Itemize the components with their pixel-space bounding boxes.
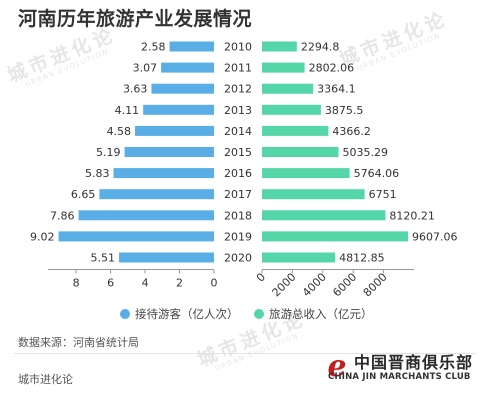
year-label: 2018 [224,209,252,222]
revenue-value-label: 4366.2 [332,125,371,138]
year-label: 2011 [224,62,252,75]
legend-revenue-swatch [254,309,264,319]
tourism-butterfly-chart: 2.58 2010 2294.8 3.07 2011 2802.06 3.63 2012 336… [30,41,458,300]
year-label: 2015 [224,146,252,159]
year-label: 2012 [224,83,252,96]
visitors-value-label: 7.86 [50,209,75,222]
revenue-value-label: 2294.8 [301,41,340,54]
visitors-bar [99,189,214,200]
data-source: 数据来源：河南省统计局 [18,336,139,349]
club-logo-block: e 中国晋商俱乐部 CHINA JIN MARCHANTS CLUB [320,348,485,388]
visitors-bar [124,147,214,157]
visitors-bar [78,210,214,221]
year-label: 2014 [224,125,252,138]
year-label: 2016 [224,167,252,180]
year-label: 2017 [224,188,252,201]
legend-visitors-label: 接待游客（亿人次） [135,307,239,321]
visitors-tick-label: 0 [211,277,218,290]
revenue-tick-label: 4000 [300,270,329,299]
visitors-bar [161,62,214,73]
visitors-bar [113,168,214,179]
visitors-bar [58,231,214,242]
revenue-bar [262,147,339,157]
revenue-tick-label: 8000 [361,270,390,299]
visitors-value-label: 9.02 [30,230,55,243]
revenue-tick-label: 0 [254,270,268,284]
legend-revenue-label: 旅游总收入（亿元） [269,307,373,321]
year-label: 2010 [224,41,252,54]
club-logo-icon: e [327,349,347,384]
revenue-bar [262,125,329,136]
visitors-value-label: 3.63 [123,83,148,96]
revenue-value-label: 2802.06 [309,62,355,75]
visitors-bar [151,83,214,94]
revenue-value-label: 3364.1 [317,83,356,96]
year-label: 2020 [224,252,252,265]
revenue-value-label: 3875.5 [325,104,364,117]
visitors-value-label: 2.58 [141,41,166,54]
brand-name: 城市进化论 [18,373,73,386]
revenue-bar [262,252,336,263]
visitors-value-label: 5.83 [85,167,110,180]
visitors-value-label: 3.07 [133,62,158,75]
revenue-value-label: 8120.21 [389,209,435,222]
visitors-tick-label: 2 [176,277,183,290]
visitors-value-label: 5.51 [91,252,116,265]
legend-visitors: 接待游客（亿人次） [120,306,239,322]
year-label: 2013 [224,104,252,117]
revenue-value-label: 4812.85 [339,252,385,265]
revenue-bar [262,104,321,115]
revenue-value-label: 9607.06 [412,230,458,243]
revenue-bar [262,83,314,94]
chart-title: 河南历年旅游产业发展情况 [18,8,253,30]
divider [14,353,476,354]
visitors-tick-label: 6 [107,277,114,290]
revenue-bar [262,168,350,179]
visitors-bar [169,41,214,52]
revenue-value-label: 6751 [369,188,397,201]
club-name-en: CHINA JIN MARCHANTS CLUB [328,372,471,382]
visitors-tick-label: 8 [73,277,80,290]
visitors-value-label: 4.11 [115,104,140,117]
visitors-value-label: 6.65 [71,188,96,201]
visitors-bar [135,125,214,136]
revenue-tick-label: 2000 [270,270,299,299]
visitors-value-label: 4.58 [107,125,132,138]
visitors-bar [119,252,214,263]
revenue-value-label: 5035.29 [343,146,389,159]
legend-visitors-swatch [120,309,130,319]
revenue-bar [262,41,297,52]
visitors-bar [143,104,214,115]
revenue-tick-label: 6000 [330,270,359,299]
legend-revenue: 旅游总收入（亿元） [254,306,373,322]
year-label: 2019 [224,230,252,243]
revenue-bar [262,231,409,242]
revenue-value-label: 5764.06 [354,167,400,180]
club-name-cn: 中国晋商俱乐部 [354,353,474,372]
revenue-bar [262,210,386,221]
revenue-bar [262,62,305,73]
visitors-tick-label: 4 [142,277,149,290]
revenue-bar [262,189,365,200]
visitors-value-label: 5.19 [96,146,121,159]
